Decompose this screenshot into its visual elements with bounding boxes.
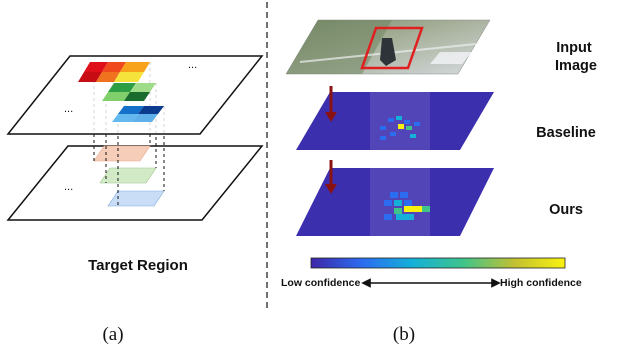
panel-b-subcaption: (b) <box>393 324 415 345</box>
cell-row-1 <box>78 62 150 82</box>
label-input-line1: Input <box>556 40 592 56</box>
cell-row-2 <box>102 83 156 101</box>
label-ours: Ours <box>549 202 583 218</box>
colorbar-low-label: Low confidence <box>281 277 361 289</box>
panel-a-subcaption: (a) <box>102 324 123 345</box>
panel-a-title: Target Region <box>88 257 188 274</box>
ellipsis-upper-right: ... <box>188 59 197 71</box>
label-baseline: Baseline <box>536 125 596 141</box>
ghost-cell-green <box>99 167 157 184</box>
arrows <box>325 86 337 194</box>
ellipsis-lower-left: ... <box>64 181 73 193</box>
cropped-caption-strip <box>0 349 624 356</box>
baseline-heatmap <box>380 116 420 140</box>
ghost-cell-blue <box>107 190 165 207</box>
colorbar <box>310 257 566 269</box>
ours-plane <box>296 168 494 236</box>
colorbar-high-label: High confidence <box>500 277 582 289</box>
cell-row-3 <box>112 106 164 122</box>
label-input-image: Input Image <box>555 40 597 74</box>
label-input-line2: Image <box>555 58 597 74</box>
input-image-plane <box>285 19 491 75</box>
ellipsis-upper-left: ... <box>64 103 73 115</box>
baseline-plane <box>296 92 494 150</box>
panel-b: Input Image Baseline Ours Low confidence… <box>281 19 597 345</box>
panel-a: ... ... ... Target Region (a) <box>6 55 264 345</box>
pedestrian <box>380 38 396 66</box>
ours-heatmap <box>384 192 430 220</box>
ghost-cell-red <box>93 145 151 162</box>
highlight-box <box>360 26 424 70</box>
